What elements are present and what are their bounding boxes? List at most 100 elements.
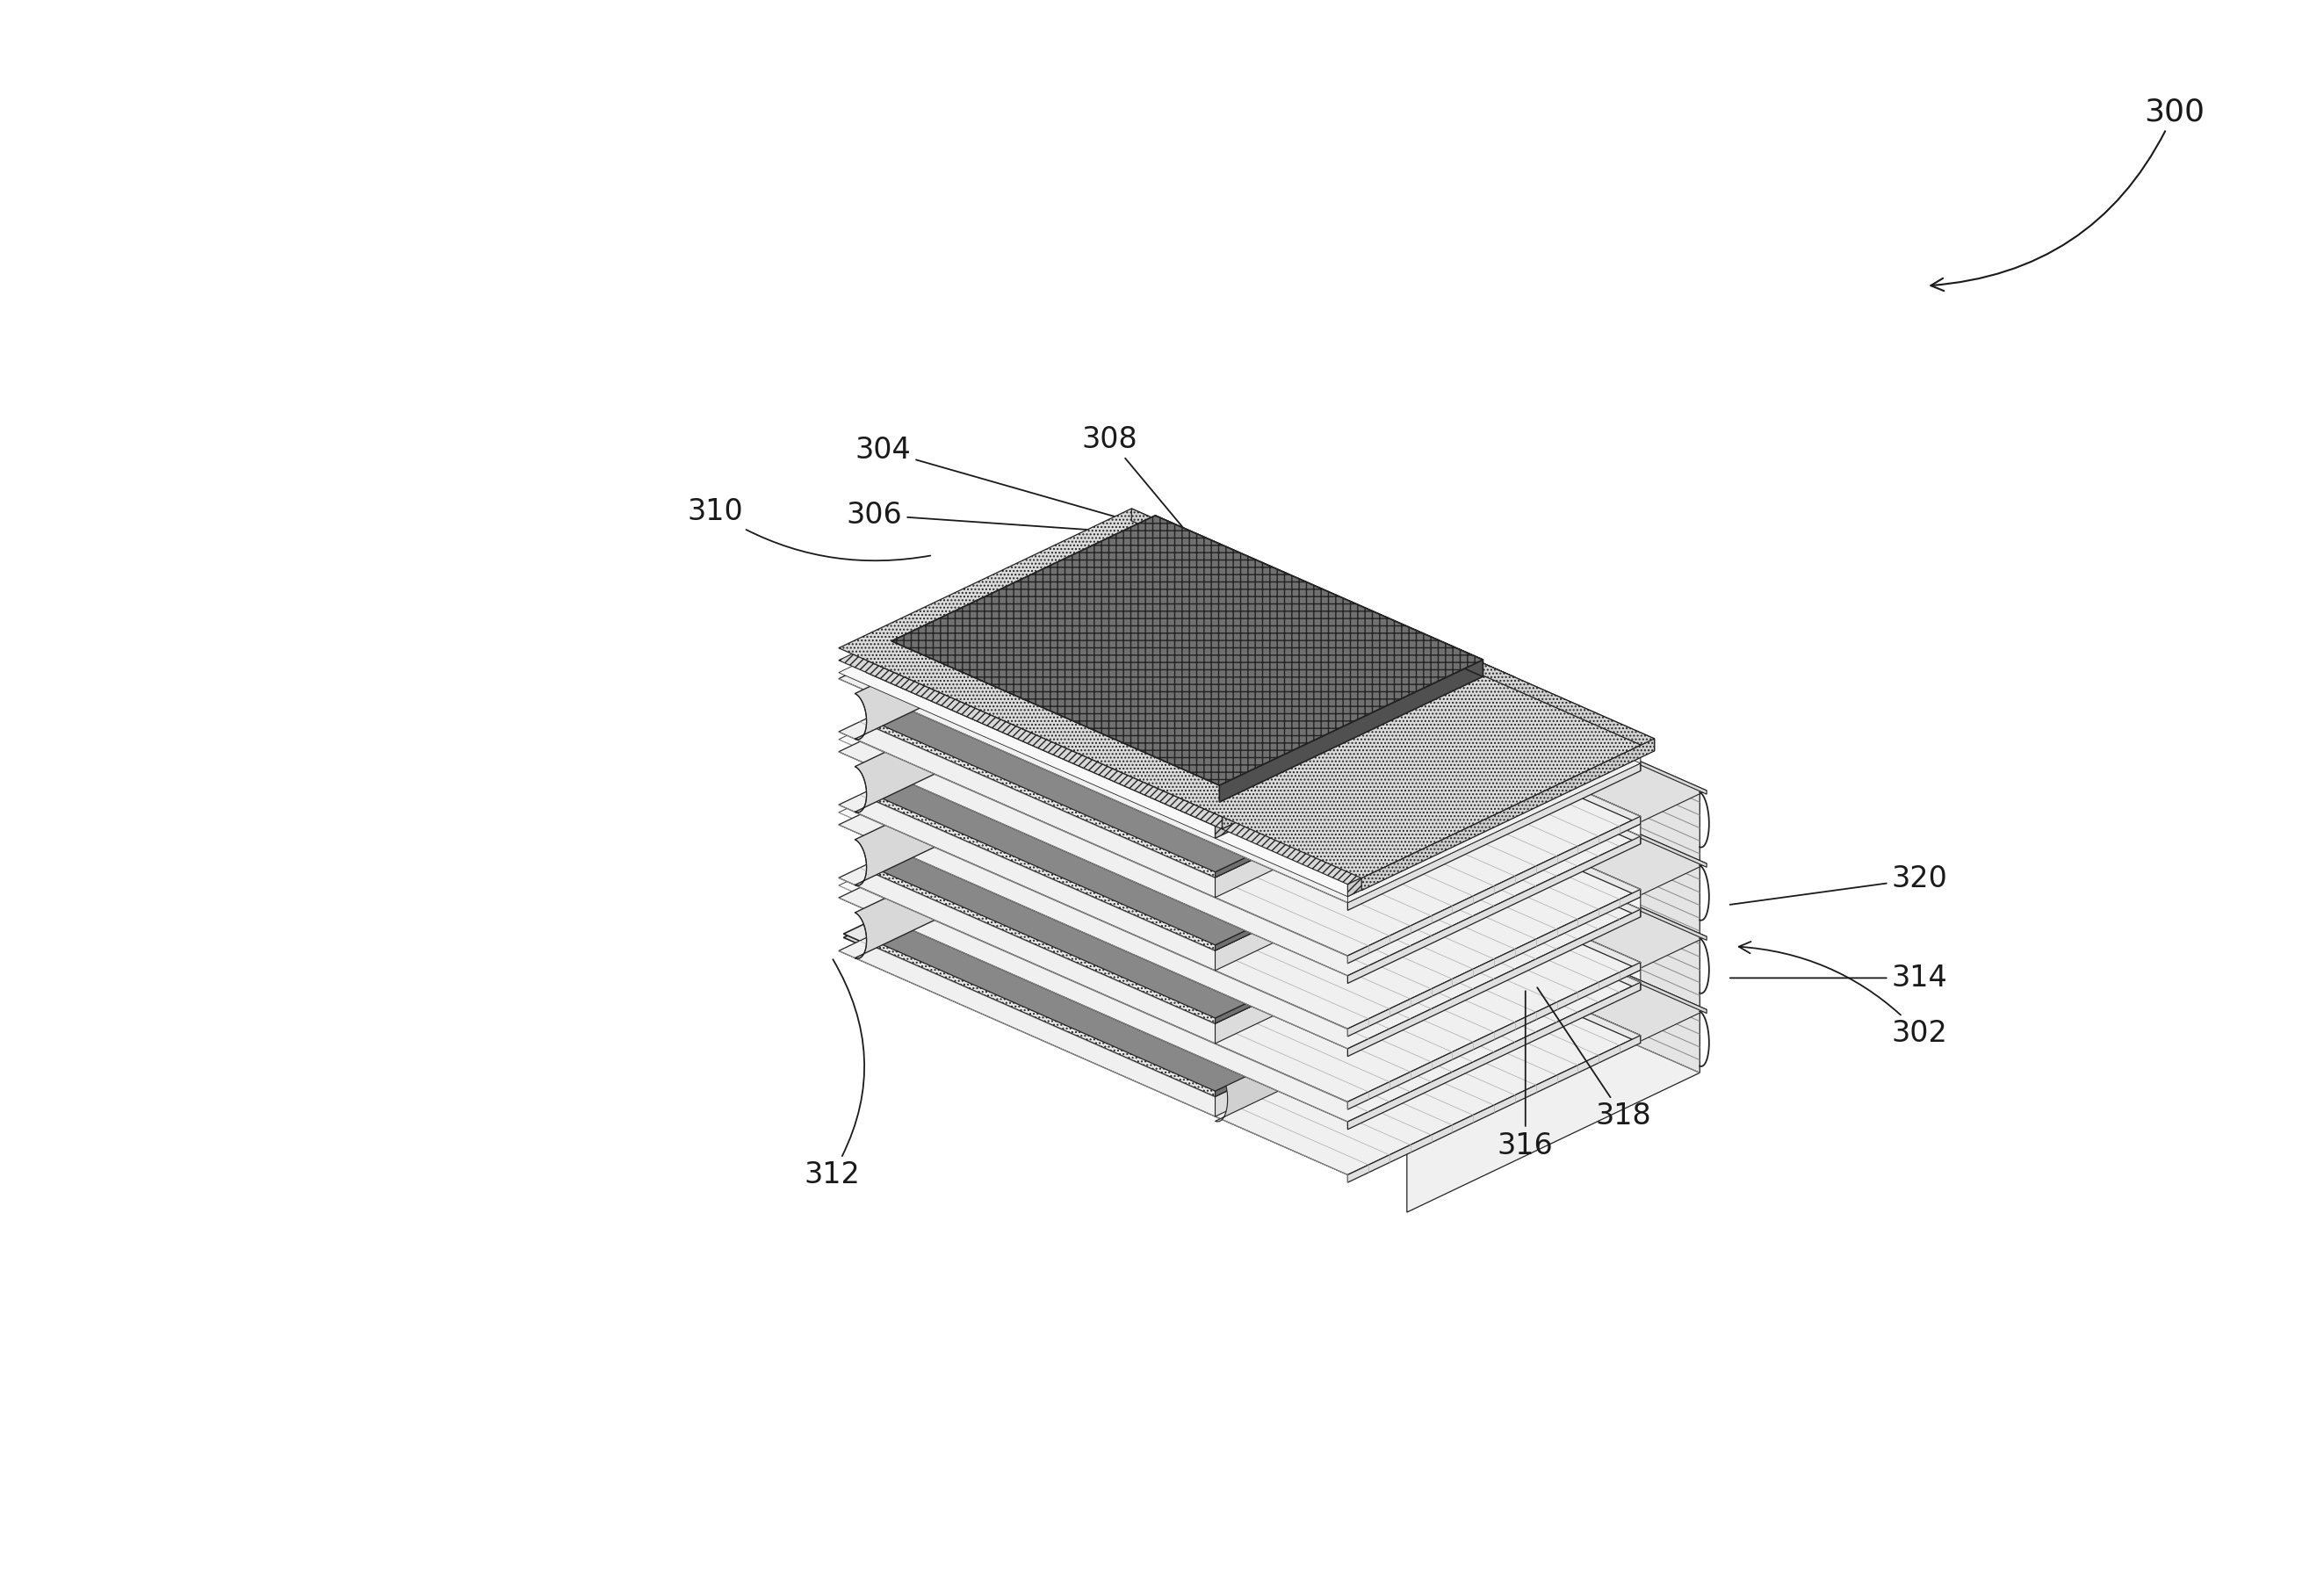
Polygon shape <box>1362 739 1655 891</box>
Polygon shape <box>1215 805 1508 951</box>
Polygon shape <box>1348 982 1641 1130</box>
Text: 314: 314 <box>1729 963 1948 992</box>
Text: 312: 312 <box>804 959 865 1190</box>
Polygon shape <box>1229 709 1706 930</box>
Polygon shape <box>1132 592 1641 824</box>
Polygon shape <box>855 626 1160 813</box>
Polygon shape <box>839 592 1641 956</box>
Polygon shape <box>1132 758 1641 990</box>
Polygon shape <box>839 672 1641 1036</box>
Polygon shape <box>1132 539 1641 770</box>
Polygon shape <box>867 633 1508 925</box>
Polygon shape <box>1348 897 1641 1049</box>
Polygon shape <box>867 652 1508 944</box>
Polygon shape <box>839 520 1641 884</box>
Polygon shape <box>1406 789 1699 1212</box>
Polygon shape <box>1132 533 1641 763</box>
Polygon shape <box>839 508 1655 878</box>
Polygon shape <box>1160 804 1508 978</box>
Polygon shape <box>1078 823 1566 1041</box>
Polygon shape <box>867 778 1508 1071</box>
Polygon shape <box>1160 725 1508 884</box>
Polygon shape <box>839 812 1641 1175</box>
Polygon shape <box>1229 710 1699 929</box>
Polygon shape <box>839 533 1641 897</box>
Polygon shape <box>867 706 1508 998</box>
Polygon shape <box>1215 952 1508 1096</box>
Polygon shape <box>1132 666 1641 897</box>
Polygon shape <box>839 600 1641 963</box>
Polygon shape <box>892 516 1483 785</box>
Polygon shape <box>1132 685 1641 918</box>
Polygon shape <box>1160 652 1508 812</box>
Polygon shape <box>867 579 1508 872</box>
Polygon shape <box>1215 927 1520 1122</box>
Polygon shape <box>1132 600 1641 837</box>
Polygon shape <box>1215 786 1508 944</box>
Polygon shape <box>1215 878 1508 1024</box>
Polygon shape <box>1348 837 1641 984</box>
Polygon shape <box>1160 633 1508 805</box>
Polygon shape <box>855 554 1160 739</box>
Polygon shape <box>867 533 1508 826</box>
Polygon shape <box>1348 816 1641 963</box>
Polygon shape <box>1522 856 1706 940</box>
Polygon shape <box>1348 824 1641 976</box>
Polygon shape <box>1348 962 1641 1109</box>
Polygon shape <box>1522 929 1706 1014</box>
Polygon shape <box>1229 856 1706 1076</box>
Text: 306: 306 <box>846 500 1125 532</box>
Polygon shape <box>867 725 1508 1019</box>
Polygon shape <box>1160 731 1508 903</box>
Polygon shape <box>867 520 1515 816</box>
Polygon shape <box>1160 558 1508 732</box>
Polygon shape <box>1160 520 1515 690</box>
Polygon shape <box>1348 745 1641 897</box>
Text: 320: 320 <box>1729 864 1948 905</box>
Polygon shape <box>1348 763 1641 910</box>
Polygon shape <box>1215 812 1508 970</box>
Polygon shape <box>867 658 1508 951</box>
Polygon shape <box>839 739 1641 1101</box>
Polygon shape <box>1522 710 1699 1073</box>
Text: 300: 300 <box>1931 97 2205 291</box>
Polygon shape <box>867 731 1508 1024</box>
Text: 316: 316 <box>1497 990 1552 1160</box>
Polygon shape <box>1160 778 1508 952</box>
Polygon shape <box>1215 732 1508 878</box>
Polygon shape <box>1215 884 1508 1044</box>
Polygon shape <box>1215 932 1508 1092</box>
Polygon shape <box>1160 579 1508 739</box>
Polygon shape <box>1348 910 1641 1057</box>
Polygon shape <box>839 685 1641 1049</box>
Polygon shape <box>1132 739 1641 970</box>
Polygon shape <box>1215 859 1508 1019</box>
Text: 308: 308 <box>1081 426 1239 595</box>
Polygon shape <box>892 516 1483 785</box>
Polygon shape <box>1160 658 1508 831</box>
Polygon shape <box>839 666 1641 1028</box>
Polygon shape <box>844 826 1566 1152</box>
Polygon shape <box>1132 747 1641 982</box>
Polygon shape <box>839 612 1641 976</box>
Polygon shape <box>1522 709 1706 794</box>
Polygon shape <box>1132 612 1641 843</box>
Polygon shape <box>1229 929 1706 1149</box>
Polygon shape <box>1332 1038 1566 1152</box>
Polygon shape <box>1132 520 1641 758</box>
Polygon shape <box>1215 739 1508 897</box>
Polygon shape <box>1348 889 1641 1036</box>
Text: 318: 318 <box>1536 987 1650 1131</box>
Polygon shape <box>867 585 1508 878</box>
Polygon shape <box>839 758 1641 1122</box>
Text: 304: 304 <box>855 437 1125 519</box>
Polygon shape <box>1222 677 1515 829</box>
Polygon shape <box>1522 782 1706 867</box>
Polygon shape <box>1160 585 1508 758</box>
Polygon shape <box>1132 508 1655 751</box>
Polygon shape <box>867 558 1508 853</box>
Polygon shape <box>1348 1035 1641 1182</box>
Polygon shape <box>1348 758 1641 903</box>
Polygon shape <box>855 774 1160 959</box>
Polygon shape <box>1229 782 1706 1003</box>
